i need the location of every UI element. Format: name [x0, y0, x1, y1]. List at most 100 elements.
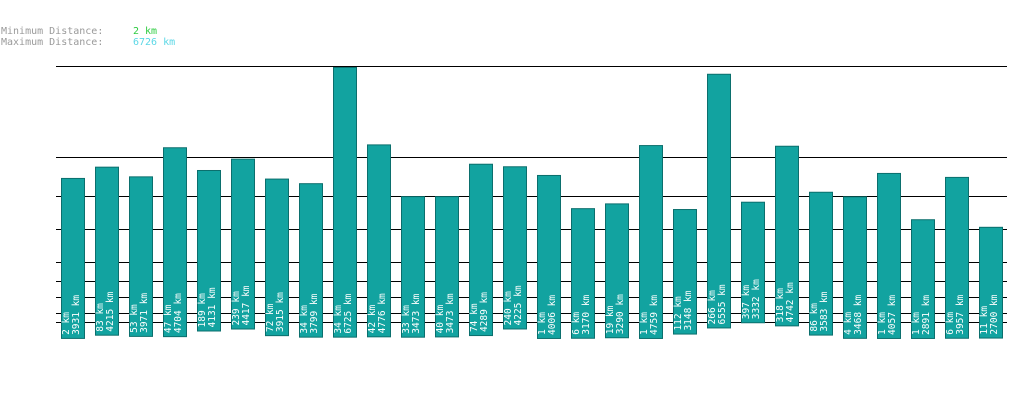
bar: [707, 73, 731, 329]
bar-max-label: 3799 km: [309, 293, 320, 333]
bar-max-label: 2700 km: [989, 294, 1000, 334]
bar: [673, 209, 697, 335]
bar-min-label: 240 km: [503, 291, 514, 326]
bar: [979, 226, 1003, 339]
bar-group: 189 km 4131 km: [197, 169, 221, 332]
bar-min-label: 4 km: [843, 312, 854, 335]
bar: [95, 166, 119, 336]
bar-group: 1 km 4057 km: [877, 172, 901, 339]
bar-series: 2 km 3931 km 83 km 4215 km 53 km 3971 km 47 km…: [61, 66, 1003, 339]
bar-group: 6 km 3170 km: [571, 208, 595, 339]
bar-min-label: 86 km: [809, 303, 820, 332]
bar-max-label: 4759 km: [649, 295, 660, 335]
bar-group: 72 km 3915 km: [265, 178, 289, 337]
bar-group: 33 km 3473 km: [401, 196, 425, 338]
bar-max-label: 3931 km: [71, 295, 82, 335]
bar-min-label: 74 km: [469, 303, 480, 332]
bar: [299, 183, 323, 338]
bar-group: 240 km 4225 km: [503, 166, 527, 330]
bar-min-label: 11 km: [979, 306, 990, 335]
bar-min-label: 1 km: [877, 312, 888, 335]
bar-min-label: 72 km: [265, 303, 276, 332]
bar-max-label: 3971 km: [139, 293, 150, 333]
bar-group: 34 km 3799 km: [299, 183, 323, 338]
bar-group: 318 km 4742 km: [775, 145, 799, 327]
bar-group: 1 km 2891 km: [911, 219, 935, 339]
bar-group: 47 km 4704 km: [163, 147, 187, 338]
bar: [367, 144, 391, 338]
bar-max-label: 3332 km: [751, 279, 762, 319]
bar: [775, 145, 799, 327]
bar-group: 19 km 3290 km: [605, 203, 629, 339]
bar-group: 397 km 3332 km: [741, 201, 765, 324]
bar-min-label: 1 km: [639, 312, 650, 335]
bar-min-label: 112 km: [673, 296, 684, 331]
bar-min-label: 40 km: [435, 305, 446, 334]
bar: [945, 176, 969, 339]
bar-max-label: 4225 km: [513, 285, 524, 325]
bar-max-label: 6555 km: [717, 284, 728, 324]
bar: [401, 196, 425, 338]
bar-max-label: 4215 km: [105, 291, 116, 331]
bar: [877, 172, 901, 339]
bar-min-label: 53 km: [129, 304, 140, 333]
bar-min-label: 397 km: [741, 285, 752, 320]
bar: [503, 166, 527, 330]
bar-min-label: 42 km: [367, 304, 378, 333]
bar-max-label: 4131 km: [207, 287, 218, 327]
bar: [163, 147, 187, 338]
bar: [843, 196, 867, 339]
bar-group: 11 km 2700 km: [979, 226, 1003, 339]
bar: [231, 158, 255, 330]
bar-max-label: 3957 km: [955, 294, 966, 334]
bar: [605, 203, 629, 339]
bar: [435, 196, 459, 338]
bar-max-label: 6725 km: [343, 293, 354, 333]
bar-group: 112 km 3148 km: [673, 209, 697, 335]
bar-max-label: 4742 km: [785, 282, 796, 322]
bar-group: 266 km 6555 km: [707, 73, 731, 329]
bar: [197, 169, 221, 332]
bar-max-label: 4006 km: [547, 295, 558, 335]
bar-max-label: 4289 km: [479, 292, 490, 332]
chart-legend: Minimum Distance: 2 km Maximum Distance: 6…: [1, 26, 175, 48]
bar-max-label: 4776 km: [377, 293, 388, 333]
bar-max-label: 3170 km: [581, 294, 592, 334]
bar: [741, 201, 765, 324]
bar-max-label: 3148 km: [683, 290, 694, 330]
bar-min-label: 34 km: [299, 305, 310, 334]
bar-max-label: 4417 km: [241, 285, 252, 325]
bar-group: 83 km 4215 km: [95, 166, 119, 336]
legend-min-label: Minimum Distance:: [1, 26, 104, 37]
bar-max-label: 3290 km: [615, 294, 626, 334]
bar: [61, 177, 85, 339]
bar-min-label: 34 km: [333, 305, 344, 334]
bar: [537, 174, 561, 339]
bar-min-label: 239 km: [231, 291, 242, 326]
bar-min-label: 83 km: [95, 303, 106, 332]
bar-group: 53 km 3971 km: [129, 176, 153, 337]
bar-min-label: 19 km: [605, 305, 616, 334]
bar-min-label: 6 km: [571, 312, 582, 335]
bar: [809, 191, 833, 336]
bar-min-label: 2 km: [61, 312, 72, 335]
bar-group: 1 km 4006 km: [537, 174, 561, 339]
bar-group: 86 km 3583 km: [809, 191, 833, 336]
bar-group: 239 km 4417 km: [231, 158, 255, 330]
bar-min-label: 6 km: [945, 312, 956, 335]
legend-row-max: Maximum Distance: 6726 km: [1, 37, 175, 48]
bar-min-label: 318 km: [775, 288, 786, 323]
bar-min-label: 1 km: [537, 312, 548, 335]
bar-max-label: 3473 km: [411, 293, 422, 333]
bar-max-label: 2891 km: [921, 295, 932, 335]
bar: [129, 176, 153, 337]
bar-group: 1 km 4759 km: [639, 145, 663, 339]
bar: [265, 178, 289, 337]
bar-min-label: 47 km: [163, 304, 174, 333]
legend-max-value: 6726 km: [133, 37, 176, 48]
bar-min-label: 266 km: [707, 290, 718, 325]
bar-group: 40 km 3473 km: [435, 196, 459, 338]
bar-group: 6 km 3957 km: [945, 176, 969, 339]
bar-min-label: 1 km: [911, 312, 922, 335]
bar: [911, 219, 935, 339]
